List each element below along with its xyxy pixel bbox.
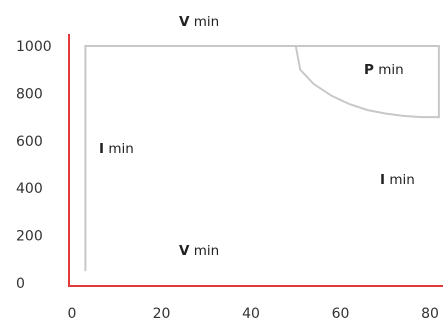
y-tick-label-1000: 1000 (16, 39, 52, 55)
annotation-v-min-top: V min (179, 14, 219, 30)
x-tick-label-20: 20 (153, 306, 171, 322)
y-tick-label-600: 600 (16, 134, 43, 150)
annotation-v-min-bottom: V min (179, 243, 219, 259)
x-tick-label-60: 60 (332, 306, 350, 322)
y-tick-label-0: 0 (16, 276, 25, 292)
annotation-i-min-right: I min (380, 172, 415, 188)
operating-envelope-line (85, 46, 439, 271)
x-tick-label-40: 40 (242, 306, 260, 322)
annotation-p-min: P min (364, 62, 404, 78)
annotation-i-min-left: I min (99, 141, 134, 157)
y-tick-label-200: 200 (16, 229, 43, 245)
y-tick-label-400: 400 (16, 181, 43, 197)
y-tick-label-800: 800 (16, 86, 43, 102)
x-tick-label-0: 0 (68, 306, 77, 322)
x-tick-label-80: 80 (421, 306, 439, 322)
